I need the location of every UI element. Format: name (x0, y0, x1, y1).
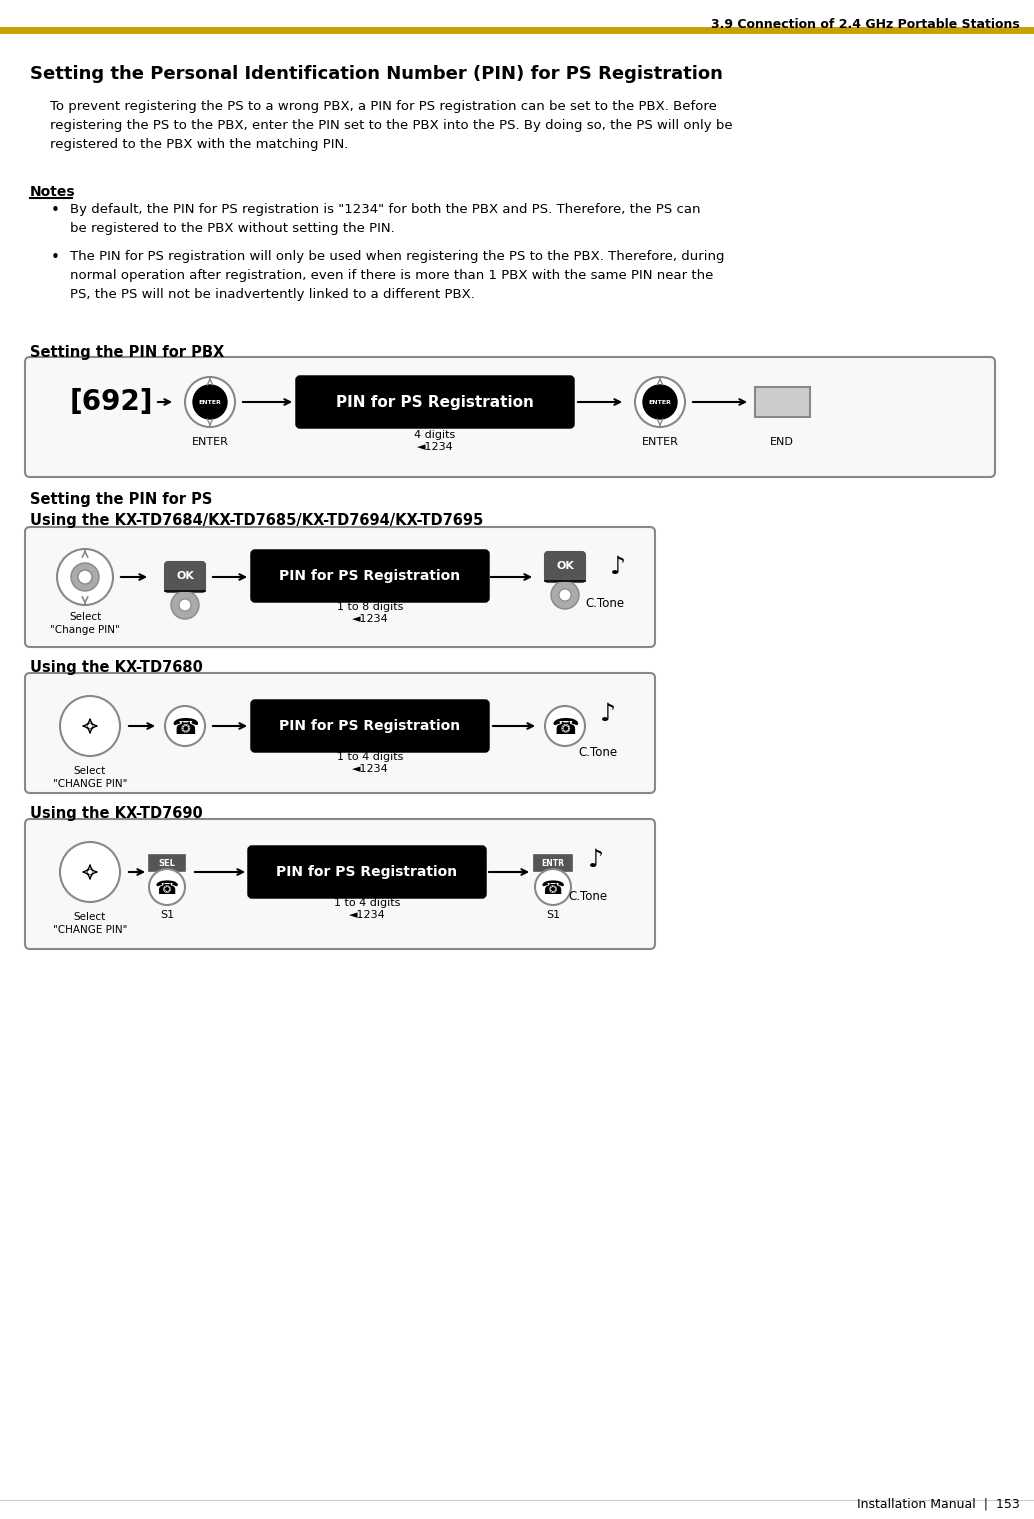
FancyBboxPatch shape (297, 377, 573, 427)
Text: Using the KX-TD7680: Using the KX-TD7680 (30, 659, 203, 674)
Text: Setting the PIN for PS: Setting the PIN for PS (30, 492, 212, 507)
Text: ENTER: ENTER (199, 399, 221, 404)
Circle shape (57, 548, 113, 605)
Text: OK: OK (556, 561, 574, 571)
FancyBboxPatch shape (249, 848, 485, 898)
Circle shape (149, 869, 185, 905)
Text: ♪: ♪ (588, 848, 604, 872)
Text: By default, the PIN for PS registration is "1234" for both the PBX and PS. There: By default, the PIN for PS registration … (70, 204, 700, 235)
Text: PIN for PS Registration: PIN for PS Registration (279, 718, 460, 734)
Text: Installation Manual  |  153: Installation Manual | 153 (857, 1498, 1020, 1510)
Text: S1: S1 (546, 910, 560, 921)
FancyBboxPatch shape (165, 562, 205, 592)
Text: ☎: ☎ (155, 880, 179, 899)
Text: 1 to 4 digits: 1 to 4 digits (337, 752, 403, 763)
FancyBboxPatch shape (25, 527, 655, 647)
Circle shape (185, 377, 235, 427)
Text: •: • (51, 251, 59, 264)
Text: To prevent registering the PS to a wrong PBX, a PIN for PS registration can be s: To prevent registering the PS to a wrong… (50, 100, 733, 150)
Text: ◄1234: ◄1234 (352, 764, 389, 775)
Text: ♪: ♪ (610, 554, 626, 579)
FancyBboxPatch shape (25, 673, 655, 793)
Text: PIN for PS Registration: PIN for PS Registration (336, 395, 534, 410)
Text: ☎: ☎ (551, 718, 579, 738)
FancyBboxPatch shape (252, 551, 488, 602)
Circle shape (551, 580, 579, 609)
Ellipse shape (193, 384, 227, 419)
Text: ☎: ☎ (541, 880, 566, 899)
Circle shape (78, 570, 92, 583)
FancyBboxPatch shape (149, 855, 185, 870)
Circle shape (60, 696, 120, 756)
Text: [692]: [692] (70, 387, 153, 416)
Text: ENTER: ENTER (191, 437, 229, 447)
Circle shape (535, 869, 571, 905)
Text: Using the KX-TD7690: Using the KX-TD7690 (30, 807, 203, 820)
Circle shape (165, 706, 205, 746)
FancyBboxPatch shape (755, 387, 810, 418)
Text: END: END (770, 437, 794, 447)
Text: ☎: ☎ (171, 718, 199, 738)
Circle shape (71, 564, 99, 591)
FancyBboxPatch shape (25, 357, 995, 477)
Text: 3.9 Connection of 2.4 GHz Portable Stations: 3.9 Connection of 2.4 GHz Portable Stati… (711, 18, 1020, 30)
Text: SEL: SEL (158, 858, 176, 867)
Text: PIN for PS Registration: PIN for PS Registration (276, 864, 458, 880)
Text: Select
"Change PIN": Select "Change PIN" (50, 612, 120, 635)
Text: OK: OK (176, 571, 194, 580)
Text: Select
"CHANGE PIN": Select "CHANGE PIN" (53, 911, 127, 936)
FancyBboxPatch shape (545, 551, 585, 582)
Text: •: • (51, 204, 59, 219)
Text: PIN for PS Registration: PIN for PS Registration (279, 570, 460, 583)
Text: ENTER: ENTER (648, 399, 671, 404)
Text: ENTER: ENTER (641, 437, 678, 447)
FancyBboxPatch shape (25, 819, 655, 949)
Text: ENTR: ENTR (542, 858, 565, 867)
Text: ♪: ♪ (600, 702, 616, 726)
Text: ◄1234: ◄1234 (348, 910, 386, 921)
Text: Setting the PIN for PBX: Setting the PIN for PBX (30, 345, 224, 360)
Text: Notes: Notes (30, 185, 75, 199)
Circle shape (635, 377, 685, 427)
Circle shape (60, 842, 120, 902)
Circle shape (179, 598, 191, 611)
Text: 4 digits: 4 digits (415, 430, 456, 441)
Text: 1 to 8 digits: 1 to 8 digits (337, 602, 403, 612)
Text: C.Tone: C.Tone (585, 597, 625, 611)
FancyBboxPatch shape (534, 855, 572, 870)
Text: Setting the Personal Identification Number (PIN) for PS Registration: Setting the Personal Identification Numb… (30, 65, 723, 84)
Text: ◄1234: ◄1234 (417, 442, 453, 453)
Text: Using the KX-TD7684/KX-TD7685/KX-TD7694/KX-TD7695: Using the KX-TD7684/KX-TD7685/KX-TD7694/… (30, 513, 483, 529)
Text: ◄1234: ◄1234 (352, 614, 389, 624)
FancyBboxPatch shape (252, 700, 488, 750)
Text: Select
"CHANGE PIN": Select "CHANGE PIN" (53, 766, 127, 790)
Ellipse shape (643, 384, 677, 419)
Text: The PIN for PS registration will only be used when registering the PS to the PBX: The PIN for PS registration will only be… (70, 251, 725, 301)
Text: 1 to 4 digits: 1 to 4 digits (334, 898, 400, 908)
Text: C.Tone: C.Tone (578, 746, 617, 760)
Text: C.Tone: C.Tone (569, 890, 608, 902)
Circle shape (559, 589, 571, 602)
Text: S1: S1 (160, 910, 174, 921)
Circle shape (545, 706, 585, 746)
Circle shape (171, 591, 199, 620)
